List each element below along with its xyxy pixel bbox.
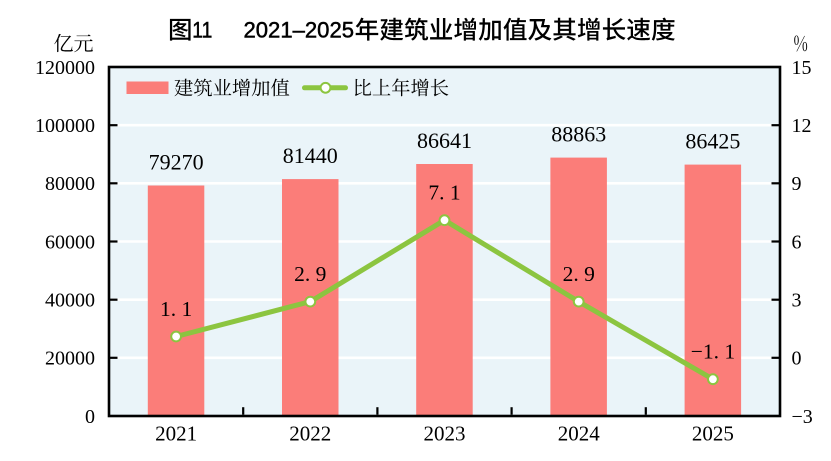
- svg-text:9: 9: [792, 173, 802, 195]
- svg-text:100000: 100000: [35, 115, 95, 137]
- svg-text:11: 11: [192, 17, 212, 42]
- svg-text:86641: 86641: [417, 128, 472, 153]
- svg-text:40000: 40000: [45, 290, 95, 312]
- svg-text:1. 1: 1. 1: [160, 297, 192, 321]
- svg-text:2021–2025: 2021–2025: [244, 17, 355, 42]
- svg-text:12: 12: [792, 115, 812, 137]
- svg-text:120000: 120000: [35, 57, 95, 79]
- svg-text:81440: 81440: [283, 143, 338, 168]
- svg-text:7. 1: 7. 1: [428, 181, 460, 205]
- svg-text:3: 3: [792, 290, 802, 312]
- svg-text:2021: 2021: [155, 421, 197, 445]
- svg-text:60000: 60000: [45, 231, 95, 253]
- svg-text:15: 15: [792, 57, 812, 79]
- svg-text:0: 0: [85, 406, 95, 428]
- svg-text:86425: 86425: [685, 129, 740, 154]
- svg-text:−1. 1: −1. 1: [691, 340, 735, 364]
- svg-text:79270: 79270: [149, 150, 204, 175]
- svg-text:2025: 2025: [692, 421, 734, 445]
- svg-text:−3: −3: [792, 406, 813, 428]
- svg-text:88863: 88863: [551, 122, 606, 147]
- svg-text:2023: 2023: [424, 421, 466, 445]
- svg-text:2. 9: 2. 9: [563, 262, 595, 286]
- svg-text:0: 0: [792, 348, 802, 370]
- svg-text:2024: 2024: [558, 421, 601, 445]
- svg-text:2. 9: 2. 9: [294, 262, 326, 286]
- svg-text:80000: 80000: [45, 173, 95, 195]
- svg-text:6: 6: [792, 231, 802, 253]
- svg-text:20000: 20000: [45, 348, 95, 370]
- svg-text:2022: 2022: [289, 421, 331, 445]
